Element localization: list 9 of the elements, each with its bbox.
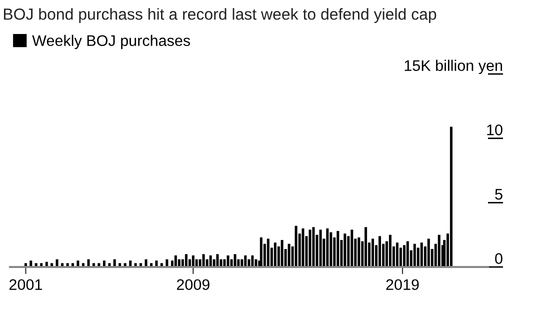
x-tick-label: 2019 bbox=[386, 279, 419, 290]
x-tick-label: 2009 bbox=[176, 279, 210, 290]
x-tick-label: 2001 bbox=[9, 279, 42, 290]
y-tick-label: 15K billion yen bbox=[404, 60, 502, 74]
chart-title: BOJ bond purchass hit a record last week to defend yield cap bbox=[4, 8, 436, 23]
legend-label: Weekly BOJ purchases bbox=[32, 34, 190, 50]
y-tick-label: 10 bbox=[487, 124, 502, 136]
y-tick-label: 0 bbox=[495, 253, 502, 264]
y-tick-label: 5 bbox=[495, 188, 502, 200]
